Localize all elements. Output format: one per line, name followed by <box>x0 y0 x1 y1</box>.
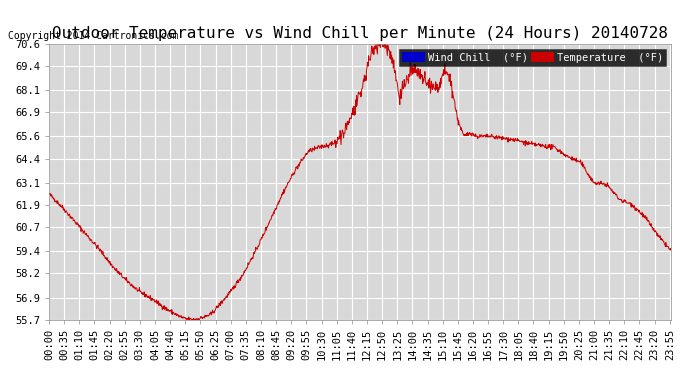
Title: Outdoor Temperature vs Wind Chill per Minute (24 Hours) 20140728: Outdoor Temperature vs Wind Chill per Mi… <box>52 26 668 41</box>
Legend: Wind Chill  (°F), Temperature  (°F): Wind Chill (°F), Temperature (°F) <box>399 49 667 66</box>
Text: Copyright 2014 Cartronics.com: Copyright 2014 Cartronics.com <box>8 32 179 41</box>
